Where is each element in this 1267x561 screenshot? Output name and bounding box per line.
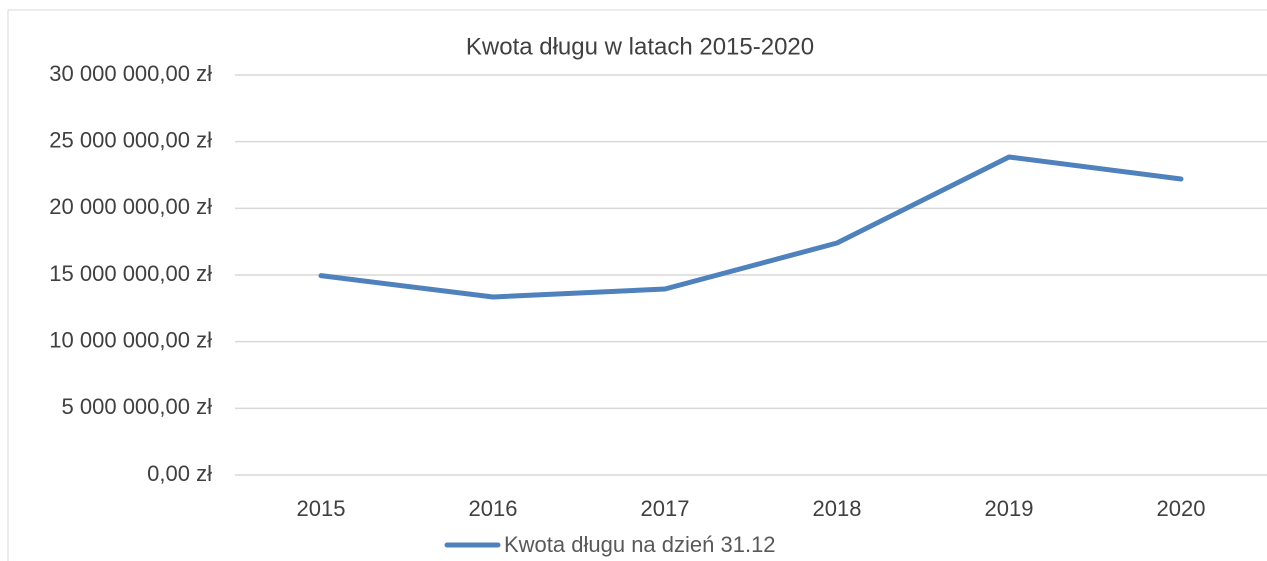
chart-frame [7, 9, 1267, 561]
chart-title: Kwota długu w latach 2015-2020 [466, 33, 814, 60]
x-tick-label: 2019 [985, 496, 1034, 521]
y-tick-label: 30 000 000,00 zł [49, 61, 212, 86]
x-tick-label: 2017 [641, 496, 690, 521]
x-tick-label: 2020 [1157, 496, 1206, 521]
y-tick-label: 5 000 000,00 zł [62, 394, 213, 419]
y-tick-label: 0,00 zł [147, 461, 212, 486]
x-tick-label: 2018 [813, 496, 862, 521]
x-tick-label: 2015 [297, 496, 346, 521]
y-tick-label: 10 000 000,00 zł [49, 327, 212, 352]
y-tick-label: 20 000 000,00 zł [49, 194, 212, 219]
y-tick-label: 25 000 000,00 zł [49, 127, 212, 152]
x-tick-label: 2016 [469, 496, 518, 521]
data-line [318, 154, 1184, 300]
y-tick-label: 15 000 000,00 zł [49, 261, 212, 286]
legend-label: Kwota długu na dzień 31.12 [504, 532, 776, 557]
